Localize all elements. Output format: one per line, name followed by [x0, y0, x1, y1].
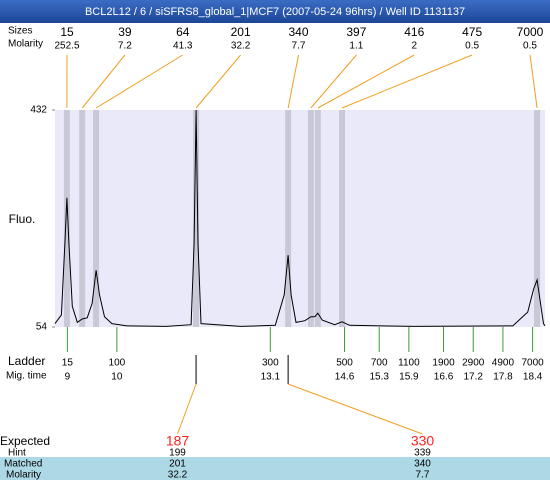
ladder-size: 7000: [522, 358, 545, 369]
peak-size: 340: [288, 25, 308, 39]
peak-band: [339, 110, 346, 327]
peak-molarity: 7.2: [118, 41, 132, 52]
matched-value: 201: [169, 459, 186, 470]
peak-molarity: 0.5: [523, 41, 537, 52]
mig-time: 18.4: [523, 372, 543, 383]
ladder-size: 500: [336, 358, 353, 369]
peak-band: [79, 110, 86, 327]
mig-time-label: Mig. time: [6, 371, 47, 382]
peak-size: 397: [346, 25, 366, 39]
matched-label: Matched: [4, 459, 42, 470]
mig-time: 13.1: [261, 372, 281, 383]
mig-time: 9: [65, 372, 71, 383]
peak-size: 39: [118, 25, 132, 39]
peak-size: 7000: [517, 25, 544, 39]
ladder-size: 1100: [398, 358, 420, 369]
peak-molarity: 41.3: [173, 41, 193, 52]
mig-time: 16.6: [434, 372, 454, 383]
peak-size: 201: [231, 25, 251, 39]
mig-time: 17.8: [493, 372, 513, 383]
ladder-size: 700: [371, 358, 388, 369]
peak-connector: [95, 54, 184, 109]
ladder-size: 15: [62, 358, 74, 369]
expected-connector: [177, 383, 197, 435]
peak-molarity: 32.2: [231, 41, 251, 52]
hint-value: 339: [414, 448, 431, 459]
peak-connector: [341, 54, 473, 109]
y-tick-label: 432: [30, 105, 47, 116]
peak-size: 64: [176, 25, 190, 39]
matched-rows-bg: [0, 457, 550, 480]
peak-molarity: 1.1: [349, 41, 363, 52]
peak-size: 475: [462, 25, 482, 39]
peak-molarity: 2: [411, 41, 417, 52]
header-bar: [0, 0, 550, 23]
peak-connector: [195, 54, 242, 109]
peak-band: [307, 110, 314, 327]
expected-label: Expected: [0, 434, 50, 448]
chart-title: BCL2L12 / 6 / siSFRS8_global_1|MCF7 (200…: [85, 6, 465, 18]
peak-band: [63, 110, 70, 327]
hint-label: Hint: [8, 448, 26, 459]
peak-molarity: 7.7: [292, 41, 306, 52]
mig-time: 17.2: [463, 372, 483, 383]
ladder-size: 1900: [432, 358, 455, 369]
peak-connector: [317, 54, 415, 109]
molarity-label: Molarity: [8, 39, 43, 50]
peak-connector: [529, 54, 538, 109]
mig-time: 10: [111, 372, 123, 383]
peak-connector: [287, 54, 299, 109]
sizes-label: Sizes: [8, 26, 32, 37]
peak-band: [314, 110, 321, 327]
peak-connector: [81, 54, 126, 109]
mig-time: 15.3: [369, 372, 389, 383]
peak-size: 15: [60, 25, 74, 39]
ladder-label: Ladder: [8, 354, 45, 368]
peak-band: [193, 110, 200, 327]
trace: [54, 109, 546, 327]
y-tick-label: 54: [36, 322, 48, 333]
expected-molarity-label: Molarity: [6, 470, 41, 480]
ladder-size: 4900: [492, 358, 515, 369]
peak-band: [285, 110, 292, 327]
peak-band: [93, 110, 100, 327]
peak-molarity: 0.5: [465, 41, 479, 52]
expected-molarity: 32.2: [168, 470, 188, 480]
peak-connector: [310, 54, 357, 109]
hint-value: 199: [169, 448, 186, 459]
expected-molarity: 7.7: [416, 470, 430, 480]
mig-time: 14.6: [335, 372, 355, 383]
plot-area: [55, 110, 545, 327]
ladder-size: 300: [262, 358, 279, 369]
peak-band: [534, 110, 541, 327]
ladder-size: 100: [109, 358, 126, 369]
mig-time: 15.9: [399, 372, 419, 383]
ladder-size: 2900: [462, 358, 485, 369]
peak-size: 416: [404, 25, 424, 39]
expected-value: 187: [166, 433, 190, 449]
matched-value: 340: [414, 459, 431, 470]
peak-molarity: 252.5: [54, 41, 79, 52]
y-axis-label: Fluo.: [9, 212, 36, 226]
expected-connector: [287, 383, 423, 435]
expected-value: 330: [411, 433, 435, 449]
